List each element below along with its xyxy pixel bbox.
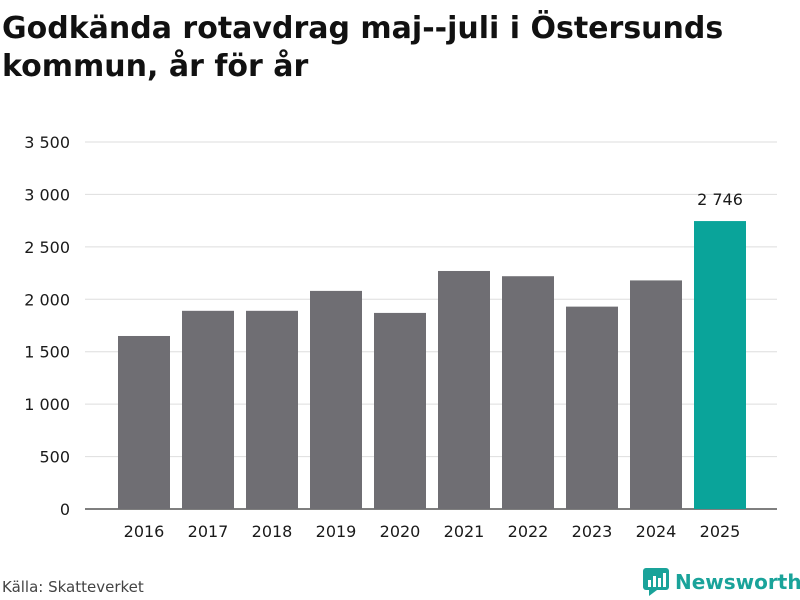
chart-title: Godkända rotavdrag maj--juli i Östersund…: [2, 11, 724, 84]
x-axis-tick-labels: 2016 2017 2018 2019 2020 2021 2022 2023 2024 2025: [124, 522, 741, 541]
bars: [118, 221, 746, 509]
y-tick-label: 3 500: [24, 133, 70, 152]
source-note: Källa: Skatteverket: [2, 578, 144, 596]
x-tick-label: 2022: [508, 522, 549, 541]
y-tick-label: 500: [39, 448, 70, 467]
brand-logo: Newsworthy: [643, 568, 800, 596]
data-label: 2 746: [697, 190, 743, 209]
bar-2018: [246, 310, 298, 509]
x-tick-label: 2025: [700, 522, 741, 541]
y-tick-label: 1 000: [24, 395, 70, 414]
x-tick-label: 2016: [124, 522, 165, 541]
newsworthy-logo-icon: [643, 568, 669, 596]
x-tick-label: 2019: [316, 522, 357, 541]
bar-2025: [694, 221, 746, 509]
x-tick-label: 2017: [188, 522, 229, 541]
x-tick-label: 2023: [572, 522, 613, 541]
bar-2024: [630, 280, 682, 509]
bar-2020: [374, 312, 426, 509]
bar-2023: [566, 306, 618, 509]
bar-2022: [502, 276, 554, 509]
x-tick-label: 2024: [636, 522, 677, 541]
y-tick-label: 2 000: [24, 290, 70, 309]
bar-2016: [118, 335, 170, 509]
y-tick-label: 0: [60, 500, 70, 519]
x-tick-label: 2018: [252, 522, 293, 541]
y-tick-label: 3 000: [24, 185, 70, 204]
y-axis-tick-labels: 0 500 1 000 1 500 2 000 2 500 3 000 3 500: [24, 133, 70, 519]
bar-2019: [310, 290, 362, 509]
x-tick-label: 2020: [380, 522, 421, 541]
y-tick-label: 1 500: [24, 343, 70, 362]
data-labels: 2 746: [697, 190, 743, 209]
bar-2021: [438, 270, 490, 509]
x-tick-label: 2021: [444, 522, 485, 541]
y-tick-label: 2 500: [24, 238, 70, 257]
bar-2017: [182, 310, 234, 509]
brand-name: Newsworthy: [675, 570, 800, 594]
